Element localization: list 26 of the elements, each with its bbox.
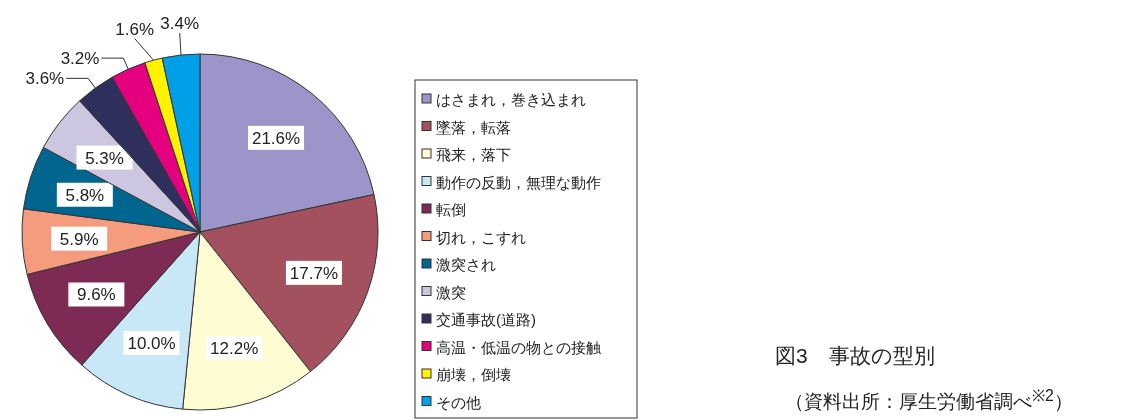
data-label: 1.6% — [115, 19, 155, 39]
legend-label: 激突され — [436, 256, 496, 273]
data-label: 12.2% — [210, 339, 259, 359]
data-label: 21.6% — [251, 128, 301, 148]
data-label: 5.9% — [59, 229, 99, 249]
legend-label: 激突 — [436, 283, 466, 301]
legend-label: 切れ，こすれ — [436, 228, 526, 246]
data-label: 10.0% — [127, 333, 176, 353]
data-label: 17.7% — [289, 263, 339, 283]
data-label: 5.8% — [65, 185, 105, 205]
legend-label: 動作の反動，無理な動作 — [436, 173, 601, 191]
data-label: 3.2% — [60, 49, 100, 69]
data-label: 5.3% — [85, 148, 124, 168]
legend-label: はさまれ，巻き込まれ — [436, 91, 586, 108]
text: 図3 事故の型別 — [775, 343, 935, 369]
data-label: 3.4% — [160, 14, 200, 34]
legend-label: 墜落，転落 — [436, 118, 511, 136]
legend-label: 転倒 — [436, 201, 466, 218]
legend-label: 交通事故(道路) — [436, 311, 536, 328]
data-label: 3.6% — [25, 69, 65, 89]
data-label: 9.6% — [76, 285, 116, 305]
legend-label: 崩壊，倒壊 — [436, 366, 511, 383]
legend-label: 飛来，落下 — [436, 146, 511, 163]
text: （資料出所：厚生労働省調べ$^{※2}$） — [785, 386, 1073, 415]
legend-label: 高温・低温の物との接触 — [436, 338, 601, 356]
legend-label: その他 — [436, 393, 481, 411]
